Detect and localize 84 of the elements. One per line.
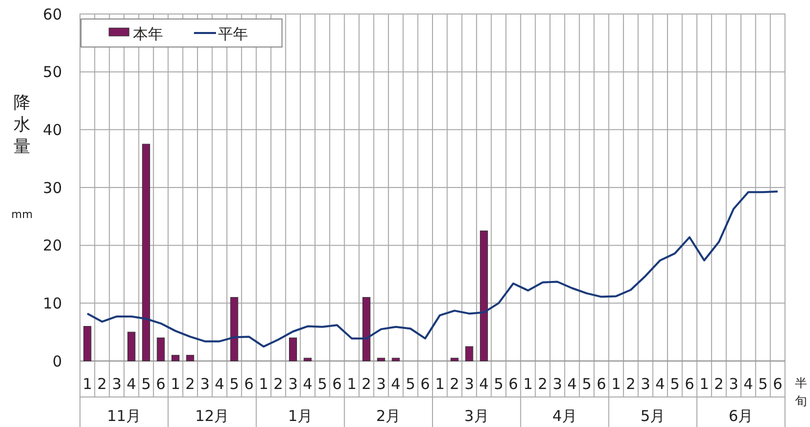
y-tick-label: 50 — [42, 63, 62, 82]
x-tick-label: 5 — [582, 375, 592, 393]
x-tick-label: 3 — [464, 375, 474, 393]
x-tick-label: 6 — [596, 375, 606, 393]
bar — [392, 358, 400, 362]
bar — [83, 326, 92, 362]
text: 3月 — [464, 407, 489, 425]
text: 4月 — [552, 407, 577, 425]
x-tick-label: 3 — [728, 375, 738, 393]
x-tick-label: 4 — [567, 375, 577, 393]
bar — [288, 338, 297, 362]
x-tick-label: 5 — [406, 375, 416, 393]
x-tick-label: 4 — [655, 375, 665, 393]
y-tick-label: 0 — [52, 352, 62, 370]
x-tick-label: 5 — [141, 375, 151, 393]
text: mm — [11, 208, 33, 221]
x-tick-label: 3 — [288, 375, 298, 393]
y-tick-label: 20 — [42, 236, 62, 255]
x-tick-label: 1 — [435, 375, 445, 393]
text: 12月 — [195, 407, 230, 425]
x-tick-label: 1 — [82, 375, 92, 393]
x-tick-label: 2 — [626, 375, 636, 393]
text: 1月 — [288, 407, 313, 425]
x-tick-label: 5 — [670, 375, 680, 393]
x-tick-label: 4 — [391, 375, 401, 393]
x-tick-label: 1 — [170, 375, 180, 393]
bar — [127, 332, 136, 362]
x-tick-label: 4 — [214, 375, 224, 393]
legend-label: 本年 — [133, 25, 163, 43]
bar — [465, 346, 474, 362]
bar — [186, 354, 194, 362]
bar — [450, 358, 459, 362]
x-tick-label: 2 — [714, 375, 724, 393]
x-tick-label: 5 — [229, 375, 239, 393]
x-tick-label: 1 — [699, 375, 709, 393]
text: 11月 — [107, 407, 142, 425]
x-tick-label: 6 — [244, 375, 254, 393]
x-tick-label: 1 — [258, 375, 268, 393]
x-tick-label: 3 — [552, 375, 562, 393]
bar — [156, 338, 165, 362]
bar — [362, 297, 370, 362]
y-tick-label: 60 — [42, 5, 62, 24]
x-tick-label: 3 — [376, 375, 386, 393]
bar — [304, 358, 312, 362]
x-tick-label: 2 — [97, 375, 107, 393]
x-tick-label: 4 — [126, 375, 136, 393]
bar — [142, 144, 150, 362]
y-axis-title: 降水量 — [14, 93, 30, 157]
x-tick-label: 2 — [185, 375, 195, 393]
text: 6月 — [728, 407, 754, 425]
x-tick-label: 6 — [420, 375, 430, 393]
x-tick-label: 5 — [758, 375, 768, 393]
x-tick-label: 6 — [332, 375, 342, 393]
y-tick-label: 10 — [42, 294, 62, 312]
x-tick-label: 2 — [362, 375, 372, 393]
x-tick-label: 4 — [302, 375, 312, 393]
x-tick-label: 5 — [494, 375, 504, 393]
x-tick-label: 1 — [611, 375, 621, 393]
legend-label: 平年 — [218, 25, 248, 43]
line-series — [86, 190, 779, 348]
y-tick-label: 40 — [42, 120, 62, 139]
x-tick-label: 6 — [684, 375, 694, 393]
x-tick-label: 3 — [112, 375, 122, 393]
text: 5月 — [640, 407, 666, 425]
x-tick-label: 1 — [346, 375, 356, 393]
bar — [480, 230, 488, 362]
x-tick-label: 4 — [479, 375, 489, 393]
x-tick-label: 6 — [156, 375, 166, 393]
y-tick-label: 30 — [42, 178, 62, 197]
x-tick-label: 5 — [318, 375, 328, 393]
bar — [377, 358, 386, 362]
text: 2月 — [376, 407, 401, 425]
bar — [171, 354, 180, 362]
x-tick-label: 1 — [523, 375, 533, 393]
x-tick-label: 3 — [200, 375, 210, 393]
x-axis-title: 半旬 — [795, 376, 807, 408]
x-tick-label: 2 — [274, 375, 284, 393]
x-tick-label: 2 — [538, 375, 548, 393]
x-tick-label: 6 — [508, 375, 518, 393]
bar — [230, 297, 238, 362]
x-tick-label: 3 — [640, 375, 650, 393]
x-tick-label: 2 — [450, 375, 460, 393]
x-tick-label: 4 — [744, 375, 754, 393]
x-tick-label: 6 — [772, 375, 782, 393]
